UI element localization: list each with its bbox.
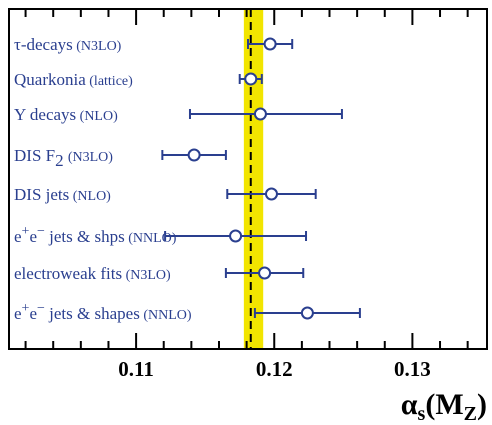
data-point: [300, 306, 314, 320]
data-point: [187, 148, 201, 162]
row-label: electroweak fits (N3LO): [14, 264, 171, 283]
row-label: DIS jets (NLO): [14, 185, 111, 204]
measurement-row: Quarkonia (lattice): [14, 70, 263, 89]
row-label: e+e− jets & shapes (NNLO): [14, 301, 192, 323]
data-point: [263, 37, 277, 51]
measurement-row: DIS jets (NLO): [14, 185, 317, 204]
row-label: τ-decays (N3LO): [14, 35, 122, 54]
x-axis-tick-labels: 0.11 0.12 0.13: [118, 357, 430, 381]
data-point: [258, 266, 272, 280]
measurement-row: τ-decays (N3LO): [14, 35, 294, 54]
measurement-rows: τ-decays (N3LO) Quarkonia (lattice) Υ deca…: [14, 35, 361, 323]
tick-label: 0.11: [118, 357, 154, 381]
measurement-row: Υ decays (NLO): [14, 105, 343, 124]
measurement-row: electroweak fits (N3LO): [14, 264, 305, 283]
x-axis-title: αs(MZ): [401, 388, 487, 425]
measurement-row: DIS F2 (N3LO): [14, 146, 227, 170]
row-label: Quarkonia (lattice): [14, 70, 133, 89]
world-average-band: [243, 9, 264, 349]
tick-label: 0.12: [256, 357, 293, 381]
data-point: [264, 187, 278, 201]
data-point: [253, 107, 267, 121]
measurement-row: e+e− jets & shps (NNLO): [14, 224, 308, 246]
data-point: [244, 72, 258, 86]
x-axis-ticks: [24, 9, 469, 349]
data-point: [229, 229, 243, 243]
row-label: e+e− jets & shps (NNLO): [14, 224, 177, 246]
tick-label: 0.13: [394, 357, 431, 381]
row-label: Υ decays (NLO): [14, 105, 118, 124]
row-label: DIS F2 (N3LO): [14, 146, 113, 170]
plot-frame: [8, 8, 488, 350]
measurement-row: e+e− jets & shapes (NNLO): [14, 301, 361, 323]
